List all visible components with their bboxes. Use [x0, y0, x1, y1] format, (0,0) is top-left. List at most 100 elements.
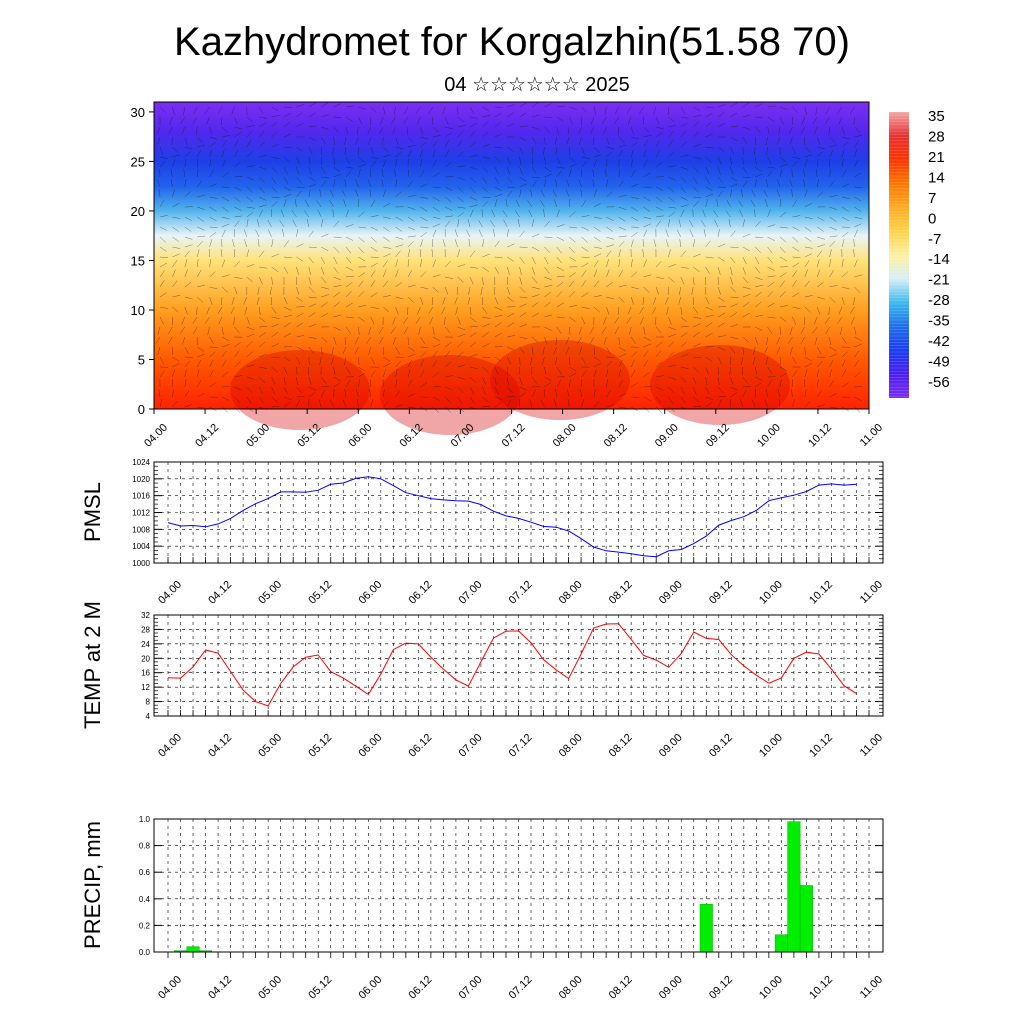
wind-barb	[630, 159, 633, 168]
wind-barb	[490, 220, 496, 228]
wind-barb	[777, 389, 781, 398]
wind-barb	[643, 386, 652, 388]
wind-barb	[321, 233, 329, 238]
wind-barb	[841, 382, 849, 388]
wind-barb	[556, 379, 561, 388]
wind-barb	[792, 292, 800, 298]
precip-panel: 0.00.20.40.60.81.004.00 04.12 05.00 05.12 06…	[80, 815, 885, 1002]
wind-barb	[544, 326, 552, 331]
wind-barb	[221, 286, 229, 293]
wind-barb	[854, 229, 858, 238]
wind-barb	[680, 376, 687, 383]
wind-barb	[738, 200, 744, 208]
wind-barb	[812, 326, 818, 334]
wind-barb	[668, 326, 676, 331]
wind-barb	[429, 316, 434, 325]
wind-barb	[630, 259, 633, 268]
wind-barb	[668, 364, 677, 368]
wind-barb	[693, 201, 699, 208]
wind-barb	[593, 154, 602, 158]
wind-barb	[407, 206, 416, 210]
wind-barb	[321, 276, 327, 284]
wind-barb	[318, 399, 322, 408]
wind-barb	[804, 236, 812, 242]
wind-barb	[804, 363, 813, 368]
x-tick-label: 04.12	[206, 732, 234, 760]
wind-barb	[246, 130, 253, 138]
wind-barb	[382, 189, 386, 198]
wind-barb	[639, 106, 644, 114]
wind-barb	[740, 189, 744, 198]
wind-barb	[655, 149, 660, 158]
wind-barb	[234, 220, 240, 228]
wind-barb	[319, 189, 322, 198]
wind-barb	[779, 256, 788, 262]
wind-barb	[854, 371, 861, 378]
wind-barb	[296, 122, 304, 128]
wind-barb	[156, 126, 161, 135]
wind-barb	[482, 386, 486, 395]
wind-barb	[445, 215, 454, 218]
wind-barb	[618, 359, 623, 368]
wind-barb	[308, 230, 314, 238]
wind-barb	[514, 210, 520, 218]
wind-barb	[221, 149, 225, 158]
wind-barb	[555, 336, 558, 345]
wind-barb	[841, 351, 848, 358]
wind-barb	[345, 282, 353, 288]
wind-barb	[345, 126, 349, 135]
wind-barb	[331, 346, 334, 355]
wind-barb	[383, 363, 391, 368]
wind-barb	[392, 126, 396, 135]
wind-barb	[209, 346, 218, 348]
wind-barb	[680, 209, 685, 218]
wind-barb	[296, 229, 299, 238]
wind-barb	[257, 286, 260, 295]
warm-core	[230, 350, 370, 430]
wind-barb	[668, 151, 675, 158]
wind-barb	[197, 226, 205, 231]
wind-barb	[469, 353, 478, 358]
wind-barb	[643, 229, 648, 238]
wind-barb	[321, 336, 328, 343]
wind-barb	[693, 114, 702, 118]
wind-barb	[742, 136, 748, 144]
wind-barb	[457, 351, 464, 358]
wind-barb	[829, 136, 836, 143]
wind-barb	[791, 189, 793, 198]
wind-barb	[705, 322, 713, 328]
wind-barb	[552, 189, 558, 198]
wind-barb	[172, 216, 181, 219]
wind-barb	[172, 226, 180, 232]
wind-barb	[578, 179, 582, 188]
wind-barb	[159, 292, 167, 298]
wind-barb	[415, 316, 421, 324]
wind-barb	[606, 191, 613, 198]
wind-barb	[209, 336, 215, 344]
wind-barb	[544, 136, 546, 145]
wind-barb	[825, 326, 830, 335]
wind-barb	[383, 356, 391, 362]
wind-barb	[601, 326, 607, 334]
wind-barb	[358, 272, 366, 278]
wind-barb	[730, 296, 739, 299]
wind-barb	[494, 133, 503, 138]
wind-barb	[332, 146, 334, 155]
wind-barb	[618, 136, 625, 143]
wind-barb	[257, 239, 260, 248]
wind-barb	[333, 382, 341, 388]
wind-barb	[531, 386, 540, 388]
wind-barb	[159, 146, 163, 155]
wind-barb	[259, 130, 265, 138]
wind-barb	[519, 266, 522, 275]
wind-barb	[415, 106, 421, 114]
wind-barb	[678, 219, 682, 228]
wind-barb	[506, 156, 511, 165]
wind-barb	[742, 294, 751, 298]
wind-barb	[469, 196, 478, 201]
wind-barb	[631, 196, 640, 199]
wind-barb	[246, 263, 255, 268]
wind-barb	[603, 316, 607, 325]
wind-barb	[182, 336, 186, 345]
x-tick-label: 05.12	[306, 974, 334, 1002]
